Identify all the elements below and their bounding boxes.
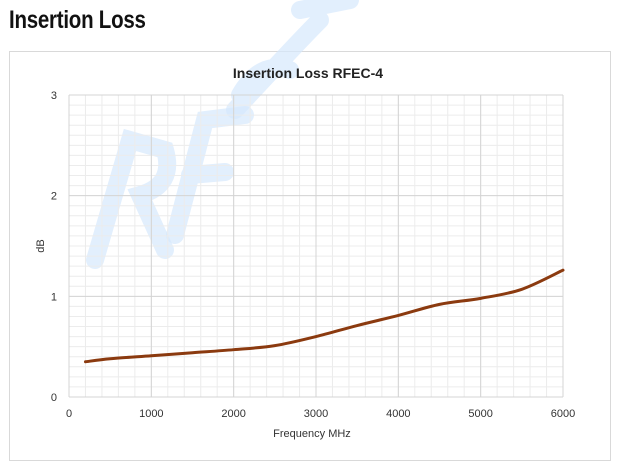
series-line-rfec-4	[83, 268, 565, 364]
x-tick-label: 5000	[468, 408, 492, 420]
x-tick-label: 6000	[551, 408, 575, 420]
x-axis-label: Frequency MHz	[273, 428, 351, 440]
watermark-stroke	[166, 106, 254, 244]
y-tick-label: 2	[51, 191, 57, 203]
x-tick-label: 2000	[221, 408, 245, 420]
watermark-stroke	[86, 128, 177, 269]
y-tick-label: 1	[51, 291, 57, 303]
x-tick-label: 4000	[386, 408, 410, 420]
x-tick-label: 3000	[304, 408, 328, 420]
section-heading: Insertion Loss	[9, 6, 146, 34]
chart-title: Insertion Loss RFEC-4	[233, 65, 383, 81]
y-tick-label: 3	[51, 90, 57, 102]
y-tick-label: 0	[51, 392, 57, 404]
y-axis-label: dB	[35, 239, 47, 252]
chart-container	[9, 51, 611, 461]
watermark-stroke	[226, 0, 359, 119]
x-tick-label: 0	[66, 408, 72, 420]
watermark-logo	[86, 0, 359, 269]
x-tick-label: 1000	[139, 408, 163, 420]
